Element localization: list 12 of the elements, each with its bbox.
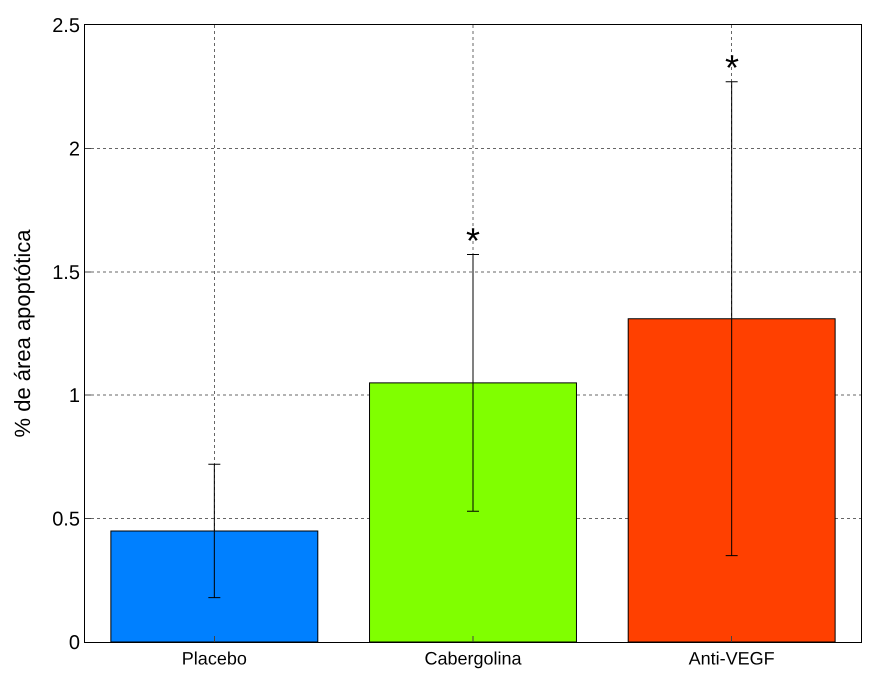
x-tick-label: Anti-VEGF xyxy=(688,648,775,669)
x-tick-label: Placebo xyxy=(182,648,247,669)
annotation: * xyxy=(725,47,740,88)
y-tick-label: 0.5 xyxy=(52,508,80,531)
y-tick-label: 2.5 xyxy=(52,15,80,37)
y-tick-label: 1.5 xyxy=(52,262,80,284)
y-tick-label: 1 xyxy=(68,385,80,408)
annotation: * xyxy=(466,220,480,261)
x-tick-label: Cabergolina xyxy=(424,648,523,669)
y-tick-label: 0 xyxy=(68,632,80,654)
y-axis-title: % de área apoptótica xyxy=(10,228,35,438)
y-tick-label: 2 xyxy=(68,138,80,160)
